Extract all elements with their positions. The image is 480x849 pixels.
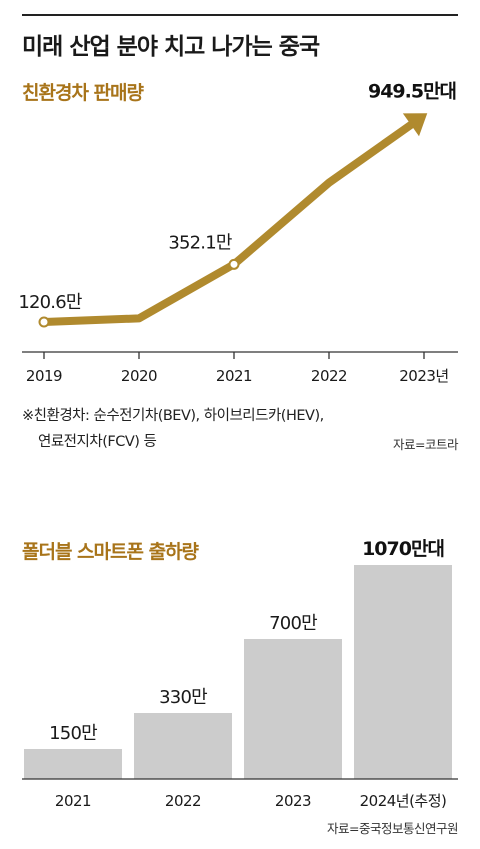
bar [354,565,452,779]
bar-chart-source: 자료=중국정보통신연구원 [327,821,458,836]
line-point-marker [228,258,240,270]
bar-x-tick-label: 2021 [55,792,91,810]
bar-data-label: 1070만대 [362,538,444,560]
bar-chart-title: 폴더블 스마트폰 출하량 [22,541,199,563]
bar-x-tick-label: 2023 [275,792,311,810]
line-x-tick-label: 2021 [216,367,252,385]
bar-x-tick-label: 2024년(추정) [360,792,447,810]
line-x-tick-label: 2020 [121,367,157,385]
bar-data-label: 150만 [49,723,97,744]
line-point-marker [38,316,50,328]
bar [244,639,342,779]
line-arrowhead [402,113,428,137]
line-x-tick-label: 2023년 [399,367,448,385]
bar [134,713,232,779]
line-data-label: 352.1만 [168,232,232,253]
line-data-label: 949.5만대 [368,81,456,103]
page-title: 미래 산업 분야 치고 나가는 중국 [22,34,320,60]
line-chart-note-1: ※친환경차: 순수전기차(BEV), 하이브리드카(HEV), [22,408,324,424]
bar-data-label: 330만 [159,687,207,708]
line-chart-title: 친환경차 판매량 [22,82,144,104]
line-data-label: 120.6만 [18,292,82,313]
bar [24,749,122,779]
line-chart: 2019 2020 2021 2022 2023년 120.6만 352.1만 949.5만대 [18,81,458,385]
bar-data-label: 700만 [269,613,317,634]
line-x-tick-label: 2022 [311,367,347,385]
top-rule [22,14,458,16]
line-chart-note-2: 연료전지차(FCV) 등 [38,434,157,450]
bar-x-tick-label: 2022 [165,792,201,810]
line-x-tick-label: 2019 [26,367,62,385]
line-chart-source: 자료=코트라 [393,437,458,452]
